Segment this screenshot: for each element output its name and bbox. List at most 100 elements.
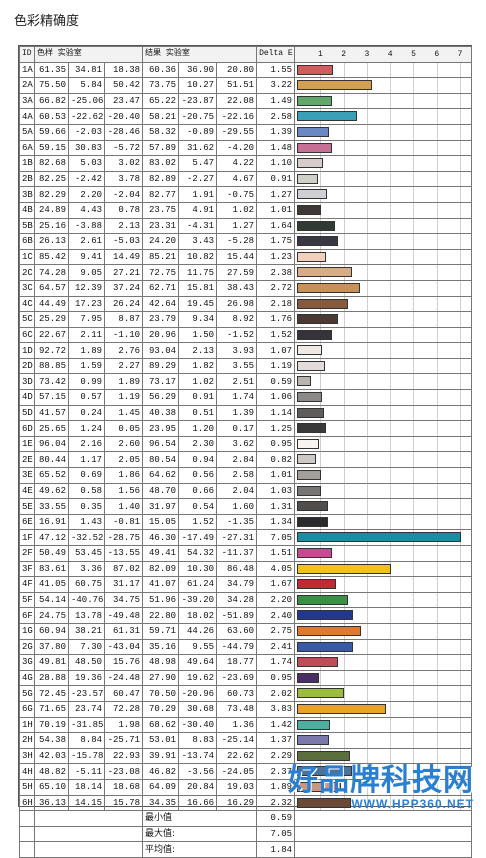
delta-e-value: 4.05: [256, 560, 296, 578]
delta-e-bar: [297, 532, 462, 543]
sample-a: 19.36: [68, 669, 105, 687]
delta-e-bar-cell: [294, 794, 473, 812]
delta-e-bar: [297, 579, 336, 590]
delta-e-bar-cell: [294, 139, 473, 157]
delta-e-value: 1.55: [256, 61, 296, 79]
gridline: [436, 593, 438, 607]
gridline: [413, 312, 415, 327]
gridline: [390, 624, 392, 639]
delta-e-bar-cell: [294, 716, 473, 734]
gridline: [436, 452, 438, 467]
gridline: [460, 655, 462, 670]
gridline: [366, 94, 368, 108]
gridline: [366, 718, 368, 732]
table-header-row: ID 色样 实验室 结果 实验室 Delta E 1 2 3 4 5 6 7: [19, 46, 473, 63]
delta-e-bar-cell: [294, 498, 473, 515]
sample-b: 8.87: [103, 311, 144, 328]
summary-label: 最大值:: [142, 825, 258, 843]
delta-e-bar-cell: [294, 342, 473, 359]
sample-l: 36.13: [34, 794, 69, 812]
summary-row: 最大值: 7.05: [19, 825, 473, 843]
result-a: -20.96: [178, 685, 218, 702]
delta-e-bar-cell: [294, 435, 473, 453]
result-l: 48.98: [142, 654, 180, 671]
delta-e-value: 3.83: [256, 700, 296, 718]
sample-l: 26.13: [34, 233, 69, 250]
result-l: 51.96: [142, 591, 180, 609]
gridline: [366, 312, 368, 327]
result-a: -30.40: [178, 716, 218, 734]
scale-tick-label: 5: [411, 50, 416, 60]
gridline: [390, 63, 392, 77]
gridline: [436, 546, 438, 561]
delta-e-bar: [297, 158, 323, 169]
gridline: [460, 141, 462, 155]
result-a: 11.75: [178, 264, 218, 281]
sample-b: 23.47: [103, 92, 144, 110]
sample-b: -5.03: [103, 233, 144, 250]
gridline: [413, 718, 415, 732]
result-b: 73.48: [216, 700, 258, 718]
table-row: 1E 96.04 2.16 2.60 96.54 2.30 3.62 0.95: [19, 435, 473, 453]
gridline: [343, 250, 345, 264]
row-id: 2C: [19, 264, 35, 281]
row-id: 3E: [19, 467, 35, 484]
gridline: [366, 640, 368, 654]
gridline: [390, 421, 392, 436]
gridline: [413, 562, 415, 576]
gridline: [460, 234, 462, 249]
result-b: 3.62: [216, 435, 258, 453]
sample-l: 47.12: [34, 529, 69, 546]
delta-e-value: 1.31: [256, 498, 296, 515]
gridline: [320, 671, 322, 685]
delta-e-bar: [297, 781, 342, 792]
gridline: [436, 172, 438, 186]
sample-a: 2.16: [68, 435, 105, 453]
gridline: [390, 109, 392, 124]
delta-e-value: 1.39: [256, 123, 296, 141]
sample-a: 0.58: [68, 482, 105, 500]
gridline: [390, 437, 392, 451]
delta-e-value: 1.01: [256, 467, 296, 484]
result-b: -23.69: [216, 669, 258, 687]
sample-l: 61.35: [34, 61, 69, 79]
gridline: [460, 437, 462, 451]
delta-e-bar: [297, 548, 333, 558]
table-row: 5C 25.29 7.95 8.87 23.79 9.34 8.92 1.76: [19, 311, 473, 328]
gridline: [460, 125, 462, 140]
gridline: [366, 328, 368, 342]
gridline: [460, 328, 462, 342]
gridline: [366, 671, 368, 685]
sample-l: 49.81: [34, 654, 69, 671]
gridline: [436, 718, 438, 732]
gridline: [413, 125, 415, 140]
table-row: 3F 83.61 3.36 87.02 82.09 10.30 86.48 4.05: [19, 560, 473, 578]
sample-a: 60.75: [68, 576, 105, 593]
summary-row: 平均值: 1.84: [19, 841, 473, 858]
table-row: 2D 88.85 1.59 2.27 89.29 1.82 3.55 1.19: [19, 357, 473, 375]
delta-e-bar-cell: [294, 529, 473, 546]
result-l: 23.75: [142, 201, 180, 219]
gridline: [460, 296, 462, 311]
sample-b: 26.24: [103, 295, 144, 313]
result-b: 2.04: [216, 482, 258, 500]
result-b: -29.55: [216, 123, 258, 141]
delta-e-value: 0.95: [256, 435, 296, 453]
delta-e-value: 1.75: [256, 233, 296, 250]
result-l: 23.31: [142, 217, 180, 235]
sample-a: 1.59: [68, 357, 105, 375]
result-l: 15.05: [142, 513, 180, 531]
row-id: 1G: [19, 622, 35, 640]
gridline: [390, 608, 392, 623]
delta-e-bar: [297, 703, 387, 714]
result-b: 1.39: [216, 404, 258, 422]
gridline: [413, 671, 415, 685]
sample-b: 14.49: [103, 248, 144, 266]
color-accuracy-table: ID 色样 实验室 结果 实验室 Delta E 1 2 3 4 5 6 7 1A 61.35…: [19, 46, 473, 858]
result-a: 2.13: [178, 342, 218, 359]
delta-e-bar-cell: [294, 389, 473, 406]
sample-a: 2.11: [68, 326, 105, 344]
delta-e-bar: [297, 173, 319, 184]
gridline: [460, 795, 462, 810]
gridline: [343, 718, 345, 732]
